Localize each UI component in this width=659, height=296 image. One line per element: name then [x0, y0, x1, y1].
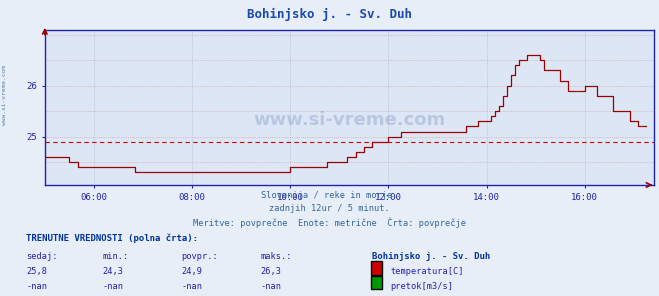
Text: www.si-vreme.com: www.si-vreme.com: [2, 65, 7, 125]
Text: 24,3: 24,3: [102, 267, 123, 276]
Text: Slovenija / reke in morje.: Slovenija / reke in morje.: [261, 191, 398, 200]
Text: Bohinjsko j. - Sv. Duh: Bohinjsko j. - Sv. Duh: [247, 8, 412, 21]
Text: povpr.:: povpr.:: [181, 252, 218, 261]
Text: min.:: min.:: [102, 252, 129, 261]
Text: -nan: -nan: [181, 282, 202, 291]
Text: -nan: -nan: [26, 282, 47, 291]
Text: maks.:: maks.:: [260, 252, 292, 261]
Text: TRENUTNE VREDNOSTI (polna črta):: TRENUTNE VREDNOSTI (polna črta):: [26, 234, 198, 243]
Text: -nan: -nan: [260, 282, 281, 291]
Text: zadnjih 12ur / 5 minut.: zadnjih 12ur / 5 minut.: [269, 204, 390, 213]
Text: pretok[m3/s]: pretok[m3/s]: [390, 282, 453, 291]
Text: -nan: -nan: [102, 282, 123, 291]
Text: www.si-vreme.com: www.si-vreme.com: [254, 111, 445, 129]
Text: Meritve: povprečne  Enote: metrične  Črta: povprečje: Meritve: povprečne Enote: metrične Črta:…: [193, 218, 466, 228]
Text: Bohinjsko j. - Sv. Duh: Bohinjsko j. - Sv. Duh: [372, 252, 490, 261]
Text: sedaj:: sedaj:: [26, 252, 58, 261]
Text: temperatura[C]: temperatura[C]: [390, 267, 464, 276]
Text: 25,8: 25,8: [26, 267, 47, 276]
Text: 26,3: 26,3: [260, 267, 281, 276]
Text: 24,9: 24,9: [181, 267, 202, 276]
